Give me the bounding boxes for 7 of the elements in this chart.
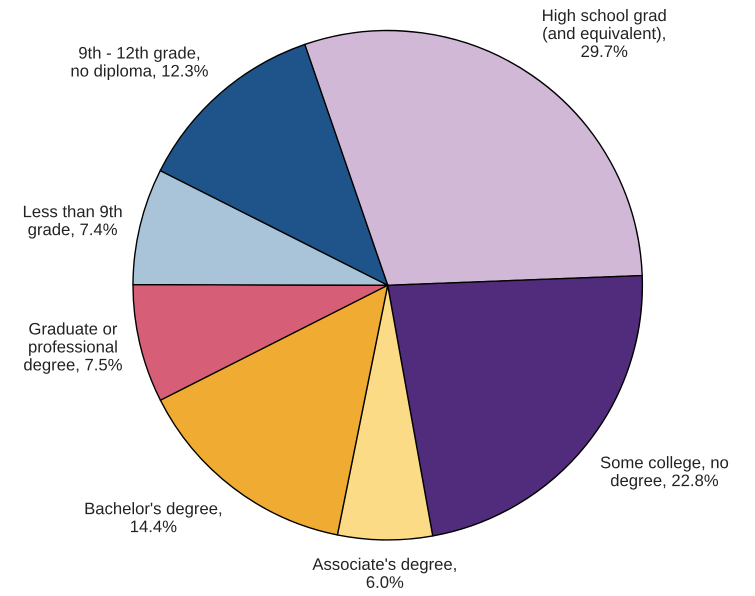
slice-label: High school grad (and equivalent), 29.7%: [543, 8, 666, 58]
slice-label: Graduate or professional degree, 7.5%: [24, 322, 122, 374]
slice-label: Bachelor's degree, 14.4%: [86, 502, 222, 532]
slice-label: Less than 9th grade, 7.4%: [24, 205, 122, 239]
slice-label: 9th - 12th grade, no diploma, 12.3%: [72, 46, 208, 80]
slice-label: Associate's degree, 6.0%: [312, 558, 456, 588]
slice-label: Some college, no degree, 22.8%: [600, 456, 728, 490]
